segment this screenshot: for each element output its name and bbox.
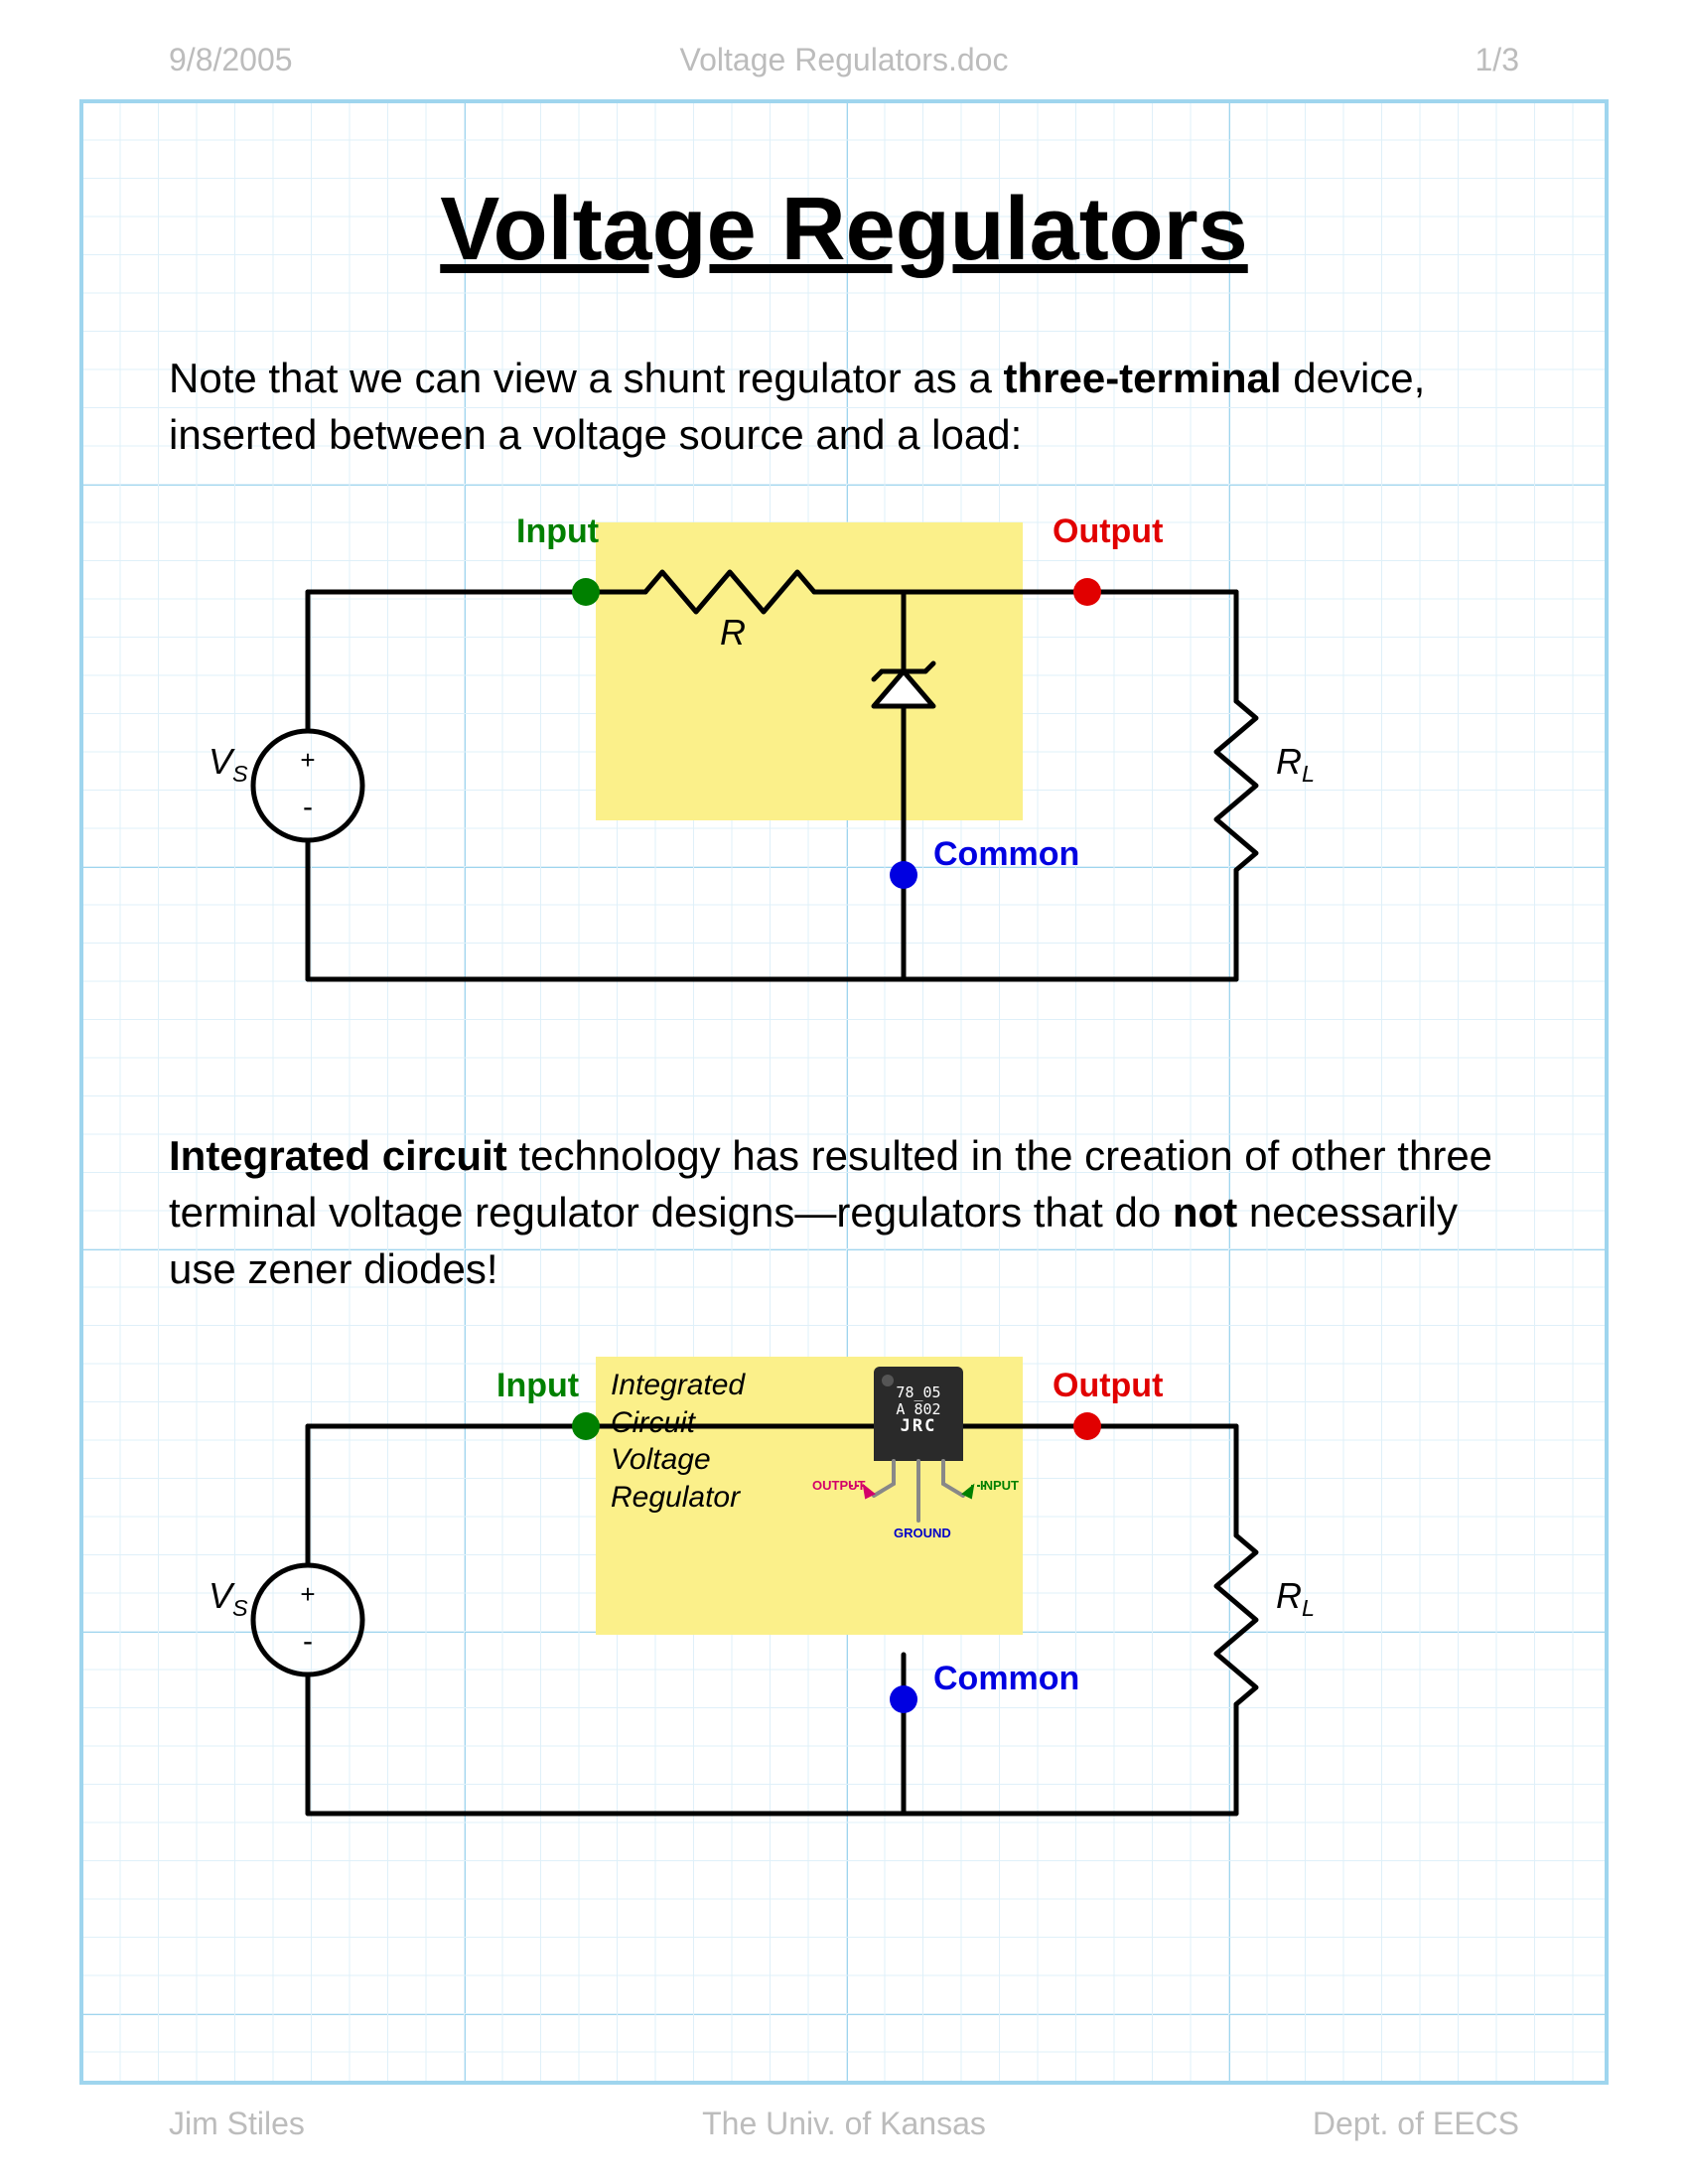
ic-chip-icon: 78_05 A 802 JRC bbox=[844, 1367, 993, 1545]
svg-text:+: + bbox=[300, 745, 315, 775]
page-footer: Jim Stiles The Univ. of Kansas Dept. of … bbox=[0, 2106, 1688, 2142]
svg-text:-: - bbox=[303, 791, 313, 823]
label-input: Input bbox=[516, 512, 599, 551]
paragraph-1: Note that we can view a shunt regulator … bbox=[169, 351, 1519, 463]
label-input-2: Input bbox=[496, 1367, 579, 1405]
svg-text:-: - bbox=[303, 1625, 313, 1658]
header-page: 1/3 bbox=[1069, 42, 1519, 78]
header-filename: Voltage Regulators.doc bbox=[619, 42, 1068, 78]
chip-pin-input: INPUT bbox=[980, 1478, 1019, 1493]
label-output: Output bbox=[1053, 512, 1163, 551]
label-vs-2: VS bbox=[209, 1575, 248, 1622]
label-rl: RL bbox=[1276, 741, 1315, 788]
chip-pin-output: OUTPUT bbox=[812, 1478, 865, 1493]
footer-dept: Dept. of EECS bbox=[1069, 2106, 1519, 2142]
paragraph-2: Integrated circuit technology has result… bbox=[169, 1128, 1519, 1297]
label-common: Common bbox=[933, 835, 1079, 874]
header-date: 9/8/2005 bbox=[169, 42, 619, 78]
label-common-2: Common bbox=[933, 1660, 1079, 1698]
circuit-diagram-ic: + - Input Output Common VS RL Integrated… bbox=[169, 1337, 1519, 1893]
page-header: 9/8/2005 Voltage Regulators.doc 1/3 bbox=[0, 42, 1688, 78]
label-vs: VS bbox=[209, 741, 248, 788]
circuit-svg-1: + - bbox=[169, 503, 1519, 1059]
page-title: Voltage Regulators bbox=[169, 179, 1519, 281]
circuit-diagram-shunt: + - Input Output Common R VS RL bbox=[169, 503, 1519, 1059]
ic-box-label: IntegratedCircuitVoltageRegulator bbox=[611, 1367, 809, 1516]
footer-author: Jim Stiles bbox=[169, 2106, 619, 2142]
footer-org: The Univ. of Kansas bbox=[619, 2106, 1068, 2142]
chip-pin-ground: GROUND bbox=[894, 1526, 951, 1540]
label-output-2: Output bbox=[1053, 1367, 1163, 1405]
svg-text:+: + bbox=[300, 1579, 315, 1609]
label-rl-2: RL bbox=[1276, 1575, 1315, 1622]
label-r: R bbox=[720, 612, 746, 654]
